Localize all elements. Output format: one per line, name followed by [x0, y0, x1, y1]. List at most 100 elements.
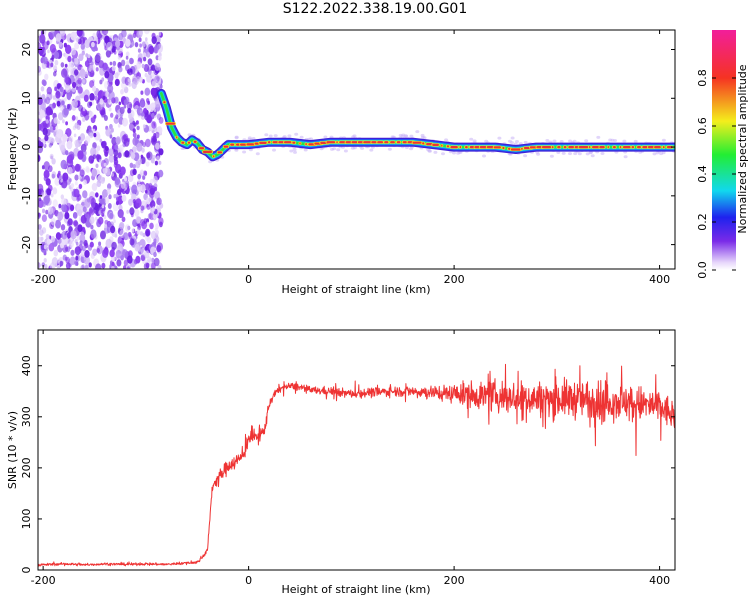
- noise-point: [60, 224, 66, 231]
- noise-point: [95, 263, 102, 269]
- ridge-halo-point: [444, 138, 449, 142]
- noise-point: [51, 158, 56, 165]
- ridge-core: [165, 122, 176, 125]
- noise-point: [73, 133, 77, 138]
- noise-point: [107, 203, 112, 209]
- noise-point: [40, 86, 45, 92]
- noise-point: [126, 209, 129, 214]
- ridge-halo-point: [556, 151, 561, 154]
- x-tick-label: 400: [649, 273, 670, 286]
- noise-point: [76, 196, 80, 202]
- noise-point: [44, 195, 51, 204]
- ridge-core: [502, 146, 505, 150]
- noise-point: [65, 128, 72, 137]
- ridge-halo-point: [433, 150, 438, 154]
- noise-point: [154, 44, 160, 52]
- snr-y-axis-label: SNR (10 * v/v): [6, 411, 19, 489]
- colorbar: 0.0 0.2 0.4 0.6 0.8 Normalized spectral ampl…: [696, 30, 749, 279]
- ridge-halo-point: [404, 146, 409, 149]
- noise-point: [129, 162, 134, 168]
- ridge-halo-point: [441, 152, 445, 156]
- noise-point: [42, 127, 48, 136]
- noise-point: [94, 95, 98, 101]
- noise-point: [146, 115, 153, 124]
- noise-point: [64, 63, 68, 68]
- ridge-core: [654, 146, 661, 149]
- noise-point: [158, 160, 162, 165]
- ridge-core: [465, 146, 468, 149]
- noise-point: [43, 244, 47, 250]
- noise-point: [159, 221, 163, 228]
- noise-point: [50, 217, 56, 226]
- noise-point: [49, 262, 56, 269]
- noise-point: [102, 140, 107, 148]
- noise-point: [103, 215, 107, 220]
- ridge-core: [384, 141, 389, 144]
- ridge-core: [305, 143, 307, 146]
- ridge-core: [446, 145, 450, 148]
- noise-point: [138, 186, 142, 191]
- noise-point: [96, 248, 101, 253]
- noise-point: [57, 211, 64, 221]
- ridge-halo-point: [293, 150, 297, 154]
- noise-point: [129, 68, 133, 73]
- noise-point: [111, 262, 115, 267]
- noise-point: [140, 90, 144, 95]
- noise-point: [150, 200, 156, 209]
- noise-point: [136, 125, 140, 131]
- noise-point: [149, 222, 154, 230]
- y-tick-label: 300: [20, 406, 33, 427]
- noise-point: [133, 97, 140, 107]
- noise-point: [85, 53, 89, 58]
- noise-point: [44, 134, 49, 142]
- noise-point: [158, 169, 164, 178]
- noise-point: [145, 138, 151, 148]
- ridge-core: [592, 146, 600, 149]
- noise-point: [119, 144, 124, 152]
- ridge-core: [666, 146, 673, 149]
- noise-point: [38, 183, 44, 193]
- ridge-core: [254, 142, 260, 145]
- noise-point: [151, 206, 156, 212]
- ridge-halo-point: [584, 139, 589, 143]
- noise-point: [120, 59, 126, 67]
- ridge-core: [402, 141, 407, 144]
- noise-point: [128, 198, 133, 206]
- noise-point: [38, 197, 42, 202]
- noise-point: [126, 266, 130, 269]
- noise-point: [135, 198, 142, 208]
- noise-point: [72, 81, 77, 89]
- noise-point: [96, 145, 101, 152]
- y-tick-label: 200: [20, 457, 33, 478]
- noise-point: [153, 251, 157, 258]
- ridge-halo-point: [350, 146, 355, 150]
- noise-point: [92, 248, 98, 256]
- noise-point: [62, 172, 69, 182]
- noise-point: [145, 262, 150, 269]
- noise-point: [154, 98, 161, 108]
- ridge-core: [217, 151, 223, 154]
- noise-point: [59, 260, 64, 267]
- noise-point: [158, 116, 164, 124]
- noise-point: [62, 254, 67, 261]
- ridge-halo-point: [608, 138, 613, 142]
- noise-point: [74, 260, 78, 266]
- noise-point: [74, 122, 79, 129]
- noise-point: [143, 170, 148, 176]
- noise-point: [154, 62, 161, 71]
- noise-point: [125, 224, 130, 232]
- noise-point: [81, 245, 86, 252]
- noise-point: [96, 154, 100, 160]
- noise-point: [89, 80, 95, 88]
- ridge-halo-point: [403, 134, 408, 138]
- noise-point: [69, 178, 72, 183]
- noise-point: [58, 203, 62, 209]
- noise-point: [80, 264, 85, 269]
- noise-point: [59, 86, 64, 93]
- y-tick-label: 10: [20, 91, 33, 105]
- ridge-core: [578, 146, 589, 149]
- ridge-core: [326, 141, 336, 144]
- colorbar-tick-label: 0.2: [696, 213, 709, 231]
- noise-point: [84, 135, 91, 144]
